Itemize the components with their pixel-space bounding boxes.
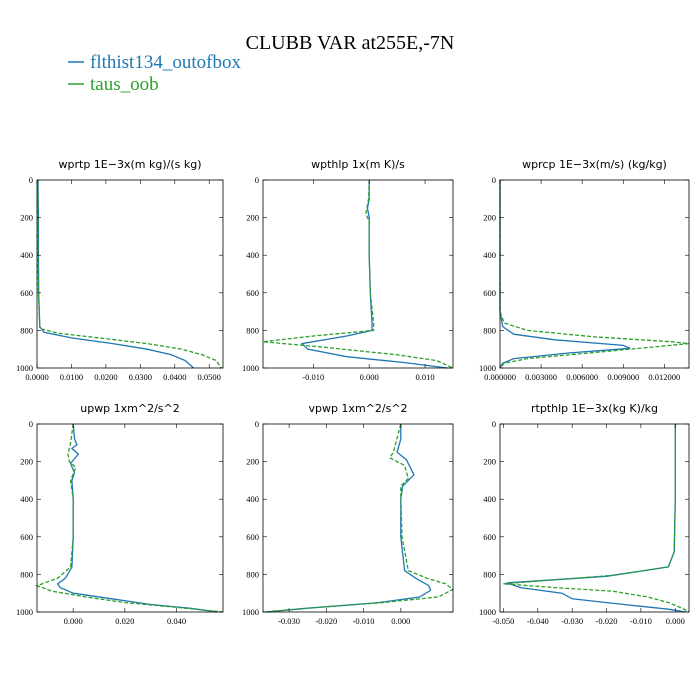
y-tick-label: 400 bbox=[483, 250, 496, 260]
panel-1: wpthlp 1x(m K)/s 0 200 400 600 800 1000 -0.010 0… bbox=[242, 158, 454, 382]
y-tick-label: 600 bbox=[246, 288, 259, 298]
plot-frame bbox=[36, 423, 224, 613]
series-line-0 bbox=[56, 423, 218, 613]
x-tick-label: 0.009000 bbox=[607, 372, 639, 382]
y-tick-label: 0 bbox=[492, 175, 496, 185]
y-tick-label: 600 bbox=[20, 288, 33, 298]
panel-2: wprcp 1E−3x(m/s) (kg/kg) 0 200 400 600 800 100… bbox=[479, 158, 690, 382]
y-tick-label: 400 bbox=[20, 250, 33, 260]
y-tick-label: 800 bbox=[246, 325, 259, 335]
y-tick-label: 1000 bbox=[242, 607, 259, 617]
y-tick-label: 0 bbox=[29, 175, 33, 185]
y-tick-label: 200 bbox=[483, 457, 496, 467]
y-tick-label: 800 bbox=[483, 325, 496, 335]
plot-frame bbox=[499, 423, 690, 613]
x-tick-label: -0.020 bbox=[596, 616, 618, 626]
series-line-0 bbox=[266, 424, 432, 613]
x-tick-label: 0.000 bbox=[391, 616, 410, 626]
y-tick-label: 1000 bbox=[16, 607, 33, 617]
x-tick-label: 0.0500 bbox=[198, 372, 221, 382]
y-tick-label: 800 bbox=[483, 569, 496, 579]
x-tick-label: 0.000 bbox=[360, 372, 379, 382]
x-tick-label: 0.0300 bbox=[129, 372, 152, 382]
x-tick-label: -0.030 bbox=[278, 616, 300, 626]
x-tick-label: -0.010 bbox=[302, 372, 324, 382]
series-line-0 bbox=[499, 180, 631, 369]
legend: flthist134_outofbox taus_oob bbox=[68, 52, 241, 95]
plot-frame bbox=[499, 179, 690, 369]
panel-title: wprtp 1E−3x(m kg)/(s kg) bbox=[59, 158, 202, 171]
x-tick-label: -0.010 bbox=[630, 616, 652, 626]
x-tick-label: -0.020 bbox=[315, 616, 337, 626]
x-tick-label: 0.003000 bbox=[525, 372, 557, 382]
series-line-1 bbox=[503, 424, 690, 613]
y-tick-label: 200 bbox=[20, 213, 33, 223]
panel-5: rtpthlp 1E−3x(kg K)/kg02004006008001000-… bbox=[479, 402, 690, 626]
legend-label-0: flthist134_outofbox bbox=[90, 52, 241, 73]
y-tick-label: 200 bbox=[246, 457, 259, 467]
y-tick-label: 800 bbox=[246, 569, 259, 579]
panel-3: upwp 1xm^2/s^2 0 200 400 600 800 1000 0.000 0.02… bbox=[16, 402, 224, 626]
x-tick-label: 0.000 bbox=[64, 616, 83, 626]
x-tick-label: 0.000000 bbox=[484, 372, 516, 382]
y-tick-label: 400 bbox=[246, 250, 259, 260]
y-tick-label: 800 bbox=[20, 569, 33, 579]
y-tick-label: 0 bbox=[29, 419, 33, 429]
y-tick-label: 0 bbox=[492, 419, 496, 429]
y-tick-label: 600 bbox=[483, 288, 496, 298]
x-tick-label: 0.0400 bbox=[163, 372, 186, 382]
x-tick-label: 0.010 bbox=[415, 372, 434, 382]
panel-title: wprcp 1E−3x(m/s) (kg/kg) bbox=[522, 158, 667, 171]
y-tick-label: 1000 bbox=[16, 363, 33, 373]
x-tick-label: 0.012000 bbox=[648, 372, 680, 382]
panel-4: vpwp 1xm^2/s^2 0 200 400 600 800 1000 -0.030 -0.… bbox=[242, 402, 455, 626]
series-line-1 bbox=[35, 423, 224, 613]
x-tick-label: 0.0200 bbox=[94, 372, 117, 382]
x-tick-label: -0.010 bbox=[353, 616, 375, 626]
series-line-1 bbox=[262, 179, 454, 369]
y-tick-label: 200 bbox=[246, 213, 259, 223]
series-line-0 bbox=[300, 180, 448, 369]
y-tick-label: 200 bbox=[483, 213, 496, 223]
y-tick-label: 0 bbox=[255, 419, 259, 429]
y-tick-label: 600 bbox=[483, 532, 496, 542]
panel-title: upwp 1xm^2/s^2 bbox=[80, 402, 180, 415]
y-tick-label: 400 bbox=[246, 494, 259, 504]
y-tick-label: 800 bbox=[20, 325, 33, 335]
y-tick-label: 1000 bbox=[242, 363, 259, 373]
panel-0: wprtp 1E−3x(m kg)/(s kg) 0 200 400 600 800 100… bbox=[16, 158, 224, 382]
series-line-1 bbox=[262, 423, 455, 613]
y-tick-label: 600 bbox=[246, 532, 259, 542]
series-line-0 bbox=[506, 424, 686, 613]
y-tick-label: 1000 bbox=[479, 363, 496, 373]
x-tick-label: 0.040 bbox=[167, 616, 186, 626]
panel-title: vpwp 1xm^2/s^2 bbox=[308, 402, 407, 415]
plot-frame bbox=[36, 179, 224, 369]
x-tick-label: -0.040 bbox=[527, 616, 549, 626]
x-tick-label: 0.000 bbox=[666, 616, 685, 626]
panel-title: wpthlp 1x(m K)/s bbox=[311, 158, 405, 171]
x-tick-label: 0.020 bbox=[115, 616, 134, 626]
x-tick-label: 0.0000 bbox=[25, 372, 48, 382]
figure-title: CLUBB VAR at255E,-7N bbox=[246, 32, 455, 54]
x-tick-label: 0.0100 bbox=[60, 372, 83, 382]
x-tick-label: -0.050 bbox=[492, 616, 514, 626]
plot-frame bbox=[262, 423, 454, 613]
panel-title: rtpthlp 1E−3x(kg K)/kg bbox=[531, 402, 658, 415]
series-line-1 bbox=[499, 180, 690, 369]
x-tick-label: 0.006000 bbox=[566, 372, 598, 382]
y-tick-label: 400 bbox=[483, 494, 496, 504]
y-tick-label: 400 bbox=[20, 494, 33, 504]
y-tick-label: 200 bbox=[20, 457, 33, 467]
x-tick-label: -0.030 bbox=[561, 616, 583, 626]
series-line-1 bbox=[37, 179, 222, 369]
y-tick-label: 1000 bbox=[479, 607, 496, 617]
y-tick-label: 0 bbox=[255, 175, 259, 185]
y-tick-label: 600 bbox=[20, 532, 33, 542]
plot-frame bbox=[262, 179, 454, 369]
legend-label-1: taus_oob bbox=[90, 74, 159, 95]
panels: wprtp 1E−3x(m kg)/(s kg) 0 200 400 600 800 100… bbox=[16, 158, 690, 626]
